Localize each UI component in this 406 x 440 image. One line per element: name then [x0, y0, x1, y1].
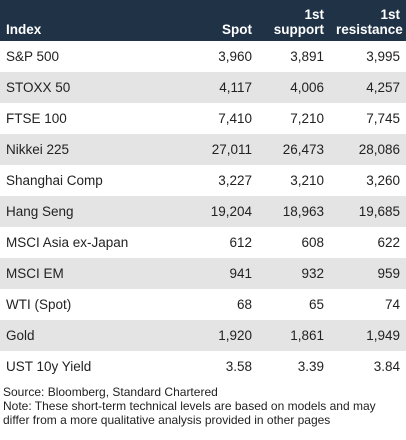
- cell-resistance: 3.84: [373, 359, 400, 374]
- header-resistance-line2: resistance: [336, 22, 403, 37]
- table-header: Index Spot 1st support 1st resistance: [0, 0, 406, 41]
- cell-spot: 3.58: [225, 359, 252, 374]
- header-row: Index Spot 1st support 1st resistance: [0, 0, 406, 41]
- cell-index: FTSE 100: [6, 111, 67, 126]
- table-row: FTSE 100 7,410 7,210 7,745: [0, 103, 406, 134]
- cell-spot: 68: [236, 297, 252, 312]
- header-support-line1: 1st: [304, 7, 324, 22]
- cell-index: STOXX 50: [6, 80, 71, 95]
- cell-support: 608: [301, 235, 324, 250]
- cell-resistance: 3,995: [366, 49, 400, 64]
- header-index: Index: [0, 0, 176, 41]
- table-body: S&P 500 3,960 3,891 3,995 STOXX 50 4,117…: [0, 41, 406, 382]
- cell-spot: 27,011: [211, 142, 252, 157]
- table-footnotes: Source: Bloomberg, Standard Chartered No…: [0, 382, 406, 427]
- table-row: WTI (Spot) 68 65 74: [0, 289, 406, 320]
- cell-index: UST 10y Yield: [6, 359, 92, 374]
- table-row: Hang Seng 19,204 18,963 19,685: [0, 196, 406, 227]
- header-support-line2: support: [273, 22, 324, 37]
- cell-support: 3,210: [290, 173, 324, 188]
- cell-resistance: 4,257: [366, 80, 400, 95]
- cell-index: S&P 500: [6, 49, 60, 64]
- cell-resistance: 622: [377, 235, 400, 250]
- cell-resistance: 3,260: [366, 173, 400, 188]
- cell-resistance: 959: [377, 266, 400, 281]
- table-row: Shanghai Comp 3,227 3,210 3,260: [0, 165, 406, 196]
- table-row: Nikkei 225 27,011 26,473 28,086: [0, 134, 406, 165]
- cell-resistance: 19,685: [358, 204, 400, 219]
- cell-spot: 4,117: [219, 80, 252, 95]
- cell-support: 4,006: [290, 80, 324, 95]
- cell-support: 26,473: [282, 142, 324, 157]
- table-row: Gold 1,920 1,861 1,949: [0, 320, 406, 351]
- cell-index: Nikkei 225: [6, 142, 70, 157]
- cell-index: Hang Seng: [6, 204, 74, 219]
- cell-spot: 19,204: [210, 204, 252, 219]
- cell-support: 18,963: [282, 204, 324, 219]
- table-row: MSCI EM 941 932 959: [0, 258, 406, 289]
- header-spot-line2: Spot: [222, 22, 252, 37]
- cell-support: 1,861: [290, 328, 324, 343]
- cell-resistance: 1,949: [366, 328, 400, 343]
- header-support: 1st support: [258, 0, 330, 41]
- cell-spot: 3,227: [218, 173, 252, 188]
- cell-index: Shanghai Comp: [6, 173, 103, 188]
- table-row: S&P 500 3,960 3,891 3,995: [0, 41, 406, 72]
- cell-index: Gold: [6, 328, 35, 343]
- header-resistance-line1: 1st: [380, 7, 400, 22]
- cell-spot: 612: [229, 235, 252, 250]
- cell-index: MSCI EM: [6, 266, 64, 281]
- cell-support: 3.39: [297, 359, 324, 374]
- cell-support: 7,210: [290, 111, 324, 126]
- cell-spot: 7,410: [218, 111, 252, 126]
- cell-index: WTI (Spot): [6, 297, 72, 312]
- cell-index: MSCI Asia ex-Japan: [6, 235, 129, 250]
- cell-spot: 3,960: [218, 49, 252, 64]
- cell-resistance: 74: [384, 297, 400, 312]
- cell-support: 3,891: [290, 49, 324, 64]
- disclaimer-note: Note: These short-term technical levels …: [3, 399, 376, 427]
- table-row: MSCI Asia ex-Japan 612 608 622: [0, 227, 406, 258]
- source-note: Source: Bloomberg, Standard Chartered: [3, 385, 218, 399]
- cell-support: 932: [301, 266, 324, 281]
- cell-resistance: 28,086: [358, 142, 400, 157]
- table-row: STOXX 50 4,117 4,006 4,257: [0, 72, 406, 103]
- cell-resistance: 7,745: [366, 111, 400, 126]
- header-index-line2: Index: [6, 22, 42, 37]
- header-resistance: 1st resistance: [330, 0, 406, 41]
- technical-levels-table: Index Spot 1st support 1st resistance S&…: [0, 0, 406, 382]
- header-spot: Spot: [176, 0, 258, 41]
- table-row: UST 10y Yield 3.58 3.39 3.84: [0, 351, 406, 382]
- cell-spot: 1,920: [218, 328, 252, 343]
- cell-support: 65: [308, 297, 324, 312]
- cell-spot: 941: [229, 266, 252, 281]
